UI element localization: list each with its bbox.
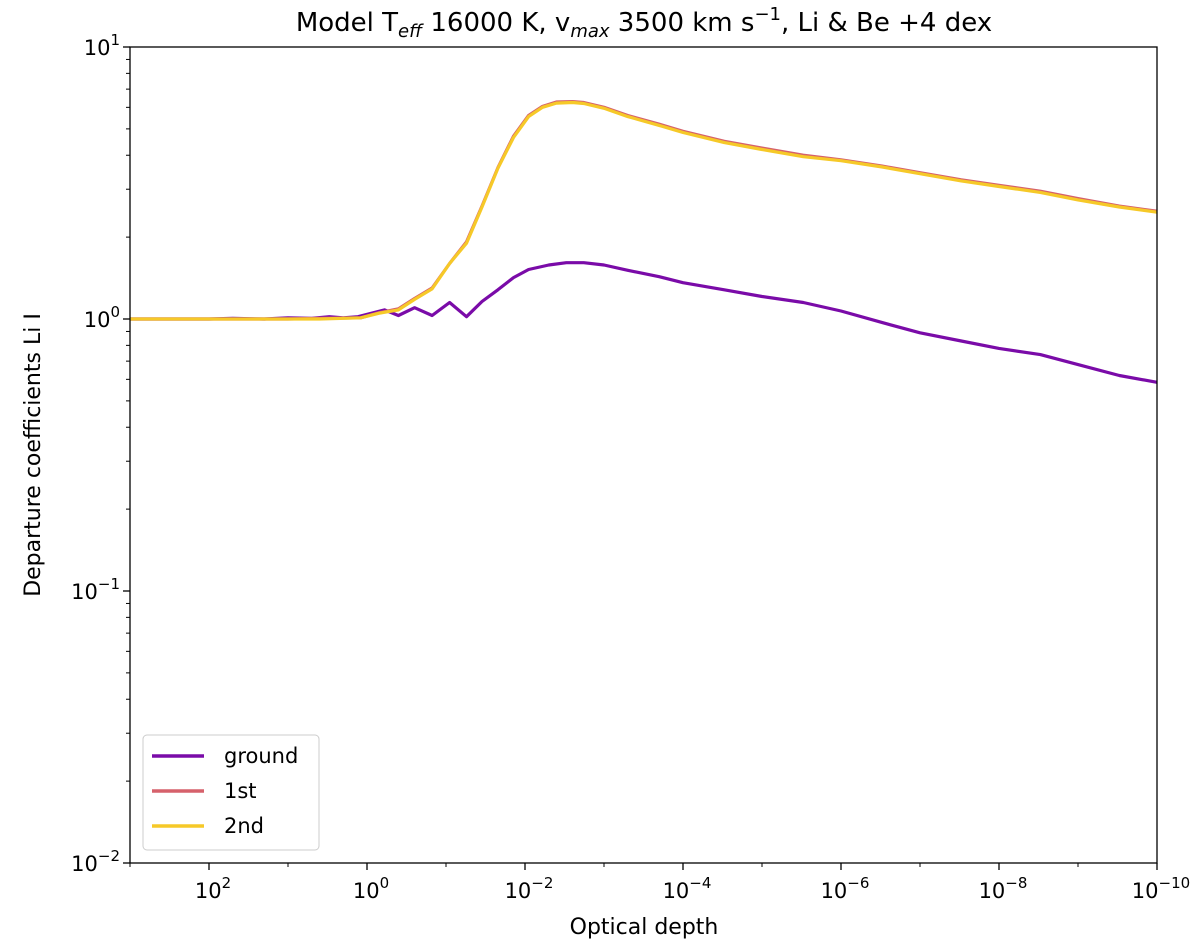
x-tick-label: 100 xyxy=(353,874,389,903)
y-tick-label: 101 xyxy=(84,31,120,60)
title-suffix: , Li & Be +4 dex xyxy=(781,8,992,38)
x-axis-label: Optical depth xyxy=(570,915,719,940)
plot-lines xyxy=(130,100,1158,384)
axis-ticks: 102 100 10−2 10−4 10−6 10−8 10−10 101 100 10−1 10−… xyxy=(71,31,1190,903)
x-tick-label: 10−8 xyxy=(979,874,1028,903)
y-tick-label: 100 xyxy=(84,303,120,332)
y-tick-label: 10−1 xyxy=(71,575,120,604)
title-prefix: Model T xyxy=(296,8,398,38)
series-line-2nd xyxy=(130,100,1158,321)
x-tick-label: 10−6 xyxy=(821,874,870,903)
legend-label-1st: 1st xyxy=(224,779,257,803)
x-tick-label: 10−10 xyxy=(1132,874,1190,903)
legend: ground 1st 2nd xyxy=(142,734,320,851)
chart-title: Model Teff 16000 K, vmax 3500 km s−1, Li… xyxy=(296,4,992,42)
title-mid1: 16000 K, v xyxy=(422,8,570,38)
y-tick-label: 10−2 xyxy=(71,847,120,876)
plot-frame xyxy=(129,46,1158,864)
title-mid2: 3500 km s xyxy=(610,8,755,38)
y-axis-label: Departure coefficients Li I xyxy=(21,313,46,597)
x-tick-label: 10−4 xyxy=(663,874,712,903)
series-line-1st xyxy=(130,100,1158,321)
title-teff-subscript: eff xyxy=(398,21,424,42)
series-line-ground xyxy=(130,261,1158,384)
legend-frame xyxy=(142,734,320,851)
title-vmax-subscript: max xyxy=(570,21,610,42)
legend-label-2nd: 2nd xyxy=(224,814,264,838)
x-tick-label: 102 xyxy=(195,874,231,903)
x-tick-label: 10−2 xyxy=(505,874,554,903)
legend-label-ground: ground xyxy=(224,744,298,768)
title-exponent: −1 xyxy=(754,4,781,25)
